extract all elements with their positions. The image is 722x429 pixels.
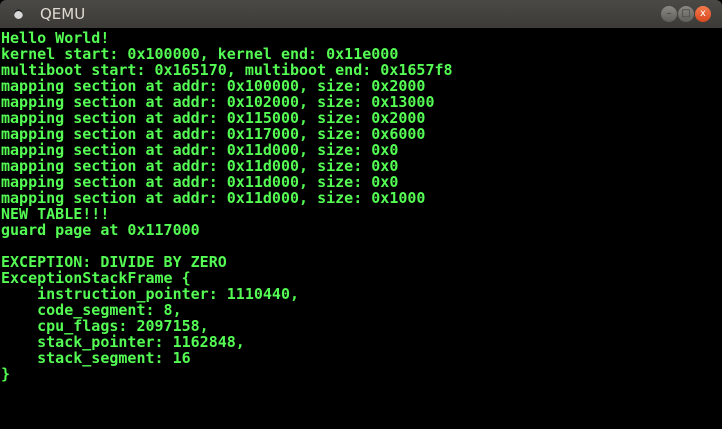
console-line: mapping section at addr: 0x100000, size:… xyxy=(1,77,426,95)
console-line: NEW TABLE!!! xyxy=(1,205,110,223)
console-line: instruction_pointer: 1110440, xyxy=(1,285,300,303)
console-line: mapping section at addr: 0x115000, size:… xyxy=(1,109,426,127)
console-line: code_segment: 8, xyxy=(1,301,182,319)
console-output: Hello World! kernel start: 0x100000, kern… xyxy=(1,30,453,382)
console-line: kernel start: 0x100000, kernel end: 0x11… xyxy=(1,45,399,63)
console-line: mapping section at addr: 0x102000, size:… xyxy=(1,93,435,111)
console-line: } xyxy=(1,365,11,383)
maximize-button[interactable]: □ xyxy=(678,6,694,22)
console-line: guard page at 0x117000 xyxy=(1,221,200,239)
window-titlebar[interactable]: QEMU – □ x xyxy=(0,0,722,28)
console-line: mapping section at addr: 0x11d000, size:… xyxy=(1,189,426,207)
console-line: Hello World! xyxy=(1,29,110,47)
qemu-app-icon xyxy=(14,9,23,19)
console-line: mapping section at addr: 0x11d000, size:… xyxy=(1,173,399,191)
console-line: mapping section at addr: 0x117000, size:… xyxy=(1,125,426,143)
console-line: EXCEPTION: DIVIDE BY ZERO xyxy=(1,253,227,271)
console-line: multiboot start: 0x165170, multiboot end… xyxy=(1,61,453,79)
console-line: cpu_flags: 2097158, xyxy=(1,317,209,335)
window-title: QEMU xyxy=(40,5,86,23)
close-button[interactable]: x xyxy=(695,6,711,22)
console-line xyxy=(1,238,453,254)
console-line: ExceptionStackFrame { xyxy=(1,269,191,287)
vm-display[interactable] xyxy=(0,28,722,429)
console-line: stack_segment: 16 xyxy=(1,349,191,367)
console-line: stack_pointer: 1162848, xyxy=(1,333,245,351)
console-line: mapping section at addr: 0x11d000, size:… xyxy=(1,141,399,159)
minimize-button[interactable]: – xyxy=(661,6,677,22)
console-line: mapping section at addr: 0x11d000, size:… xyxy=(1,157,399,175)
